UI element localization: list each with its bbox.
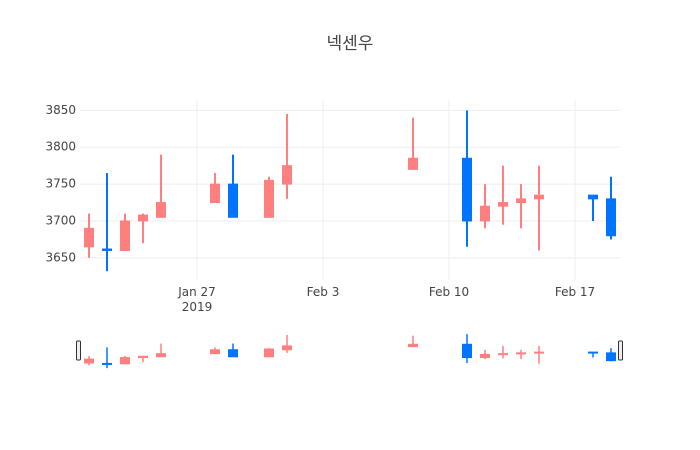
- candle-body: [534, 194, 544, 200]
- candle-body: [534, 351, 544, 354]
- candle-body: [138, 214, 148, 222]
- candle-body: [210, 183, 220, 204]
- y-tick-label: 3750: [45, 177, 76, 191]
- x-tick-label: Feb 3: [307, 285, 340, 299]
- candle-body: [498, 202, 508, 207]
- candle-body: [282, 165, 292, 185]
- candle-body: [102, 362, 112, 365]
- candle-body: [588, 194, 598, 200]
- candle-body: [408, 157, 418, 170]
- candle-body: [84, 227, 94, 248]
- candle-body: [462, 343, 472, 359]
- candle-body: [228, 183, 238, 218]
- candle-body: [84, 358, 94, 364]
- candle-body: [480, 205, 490, 222]
- chart-title: 넥센우: [327, 34, 374, 54]
- y-tick-label: 3850: [45, 103, 76, 117]
- candle-body: [498, 353, 508, 356]
- candle-body: [606, 352, 616, 362]
- x-tick-label: Jan 27 2019: [177, 285, 216, 314]
- candle-body: [228, 349, 238, 358]
- candle-body: [210, 349, 220, 355]
- candle-body: [102, 248, 112, 251]
- candle-body: [264, 348, 274, 358]
- slider-handle: [76, 340, 81, 361]
- candle-body: [138, 355, 148, 359]
- y-tick-label: 3650: [45, 250, 76, 264]
- y-tick-label: 3800: [45, 140, 76, 154]
- candle-body: [120, 220, 130, 251]
- candle-body: [462, 157, 472, 222]
- candle-body: [120, 357, 130, 365]
- x-tick-label: Feb 10: [429, 285, 469, 299]
- range-slider: [80, 332, 620, 370]
- candle-body: [516, 352, 526, 355]
- candle-body: [588, 351, 598, 354]
- slider-handle: [618, 340, 623, 361]
- candle-body: [480, 353, 490, 359]
- candle-body: [408, 343, 418, 348]
- y-tick-label: 3700: [45, 213, 76, 227]
- candle-body: [282, 345, 292, 351]
- candle-body: [156, 353, 166, 358]
- candle-body: [264, 179, 274, 218]
- candle-body: [606, 198, 616, 237]
- x-tick-label: Feb 17: [555, 285, 595, 299]
- candle-body: [516, 198, 526, 204]
- candle-body: [156, 202, 166, 218]
